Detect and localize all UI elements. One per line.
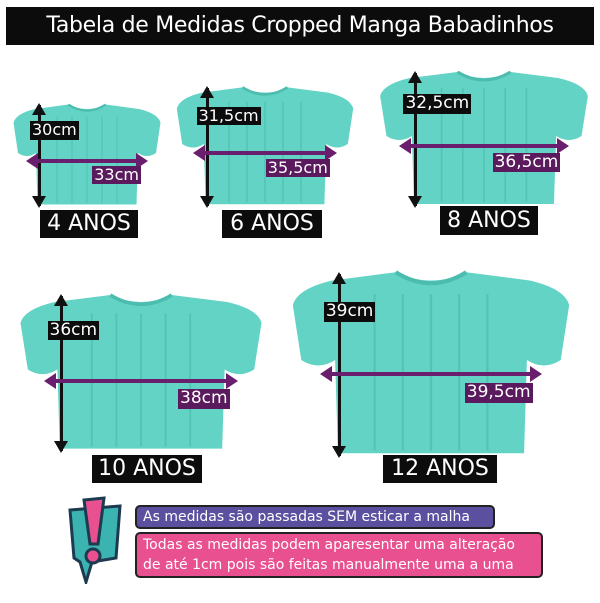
shirt-1: 31,5cm 35,5cm xyxy=(175,82,355,208)
shirt-image xyxy=(292,270,570,454)
length-arrow xyxy=(199,86,214,208)
shirt-2: 32,5cm 36,5cm xyxy=(378,66,590,208)
width-arrow xyxy=(26,153,148,170)
age-label: 10 ANOS xyxy=(92,455,202,483)
length-arrow xyxy=(53,294,68,453)
shirt-4: 39cm 39,5cm xyxy=(290,264,572,459)
length-label: 31,5cm xyxy=(196,105,261,126)
page-title: Tabela de Medidas Cropped Manga Babadinh… xyxy=(6,7,594,45)
shirt-image xyxy=(176,86,354,205)
note-tolerance-line1: Todas as medidas podem aparesentar uma a… xyxy=(143,537,515,553)
width-arrow xyxy=(43,373,239,390)
length-arrow xyxy=(408,71,423,208)
length-label: 39cm xyxy=(323,301,376,322)
note-no-stretch: As medidas são passadas SEM esticar a ma… xyxy=(135,505,495,529)
width-arrow xyxy=(192,145,338,162)
age-label: 8 ANOS xyxy=(440,206,538,235)
note-tolerance-line2: de até 1cm pois são feitas manualmente u… xyxy=(143,557,514,573)
age-label: 4 ANOS xyxy=(40,210,138,238)
width-label: 33cm xyxy=(92,164,141,185)
age-label: 6 ANOS xyxy=(222,210,322,238)
shirt-image xyxy=(380,70,588,204)
shirt-0: 30cm 33cm xyxy=(12,100,162,208)
note-tolerance: Todas as medidas podem aparesentar uma a… xyxy=(135,532,543,578)
length-arrow xyxy=(31,103,46,208)
width-label: 39,5cm xyxy=(464,382,533,403)
width-label: 35,5cm xyxy=(265,157,330,178)
length-label: 30cm xyxy=(30,120,79,140)
length-label: 36cm xyxy=(47,319,100,341)
width-arrow xyxy=(399,138,569,155)
width-label: 36,5cm xyxy=(492,151,561,173)
width-label: 38cm xyxy=(178,388,230,409)
width-arrow xyxy=(319,365,543,382)
exclamation-speech-bubble-icon xyxy=(68,496,122,584)
length-label: 32,5cm xyxy=(403,93,472,114)
length-arrow xyxy=(331,271,346,459)
age-label: 12 ANOS xyxy=(383,455,497,483)
shirt-3: 36cm 38cm xyxy=(18,288,264,453)
shirt-image xyxy=(20,293,262,449)
